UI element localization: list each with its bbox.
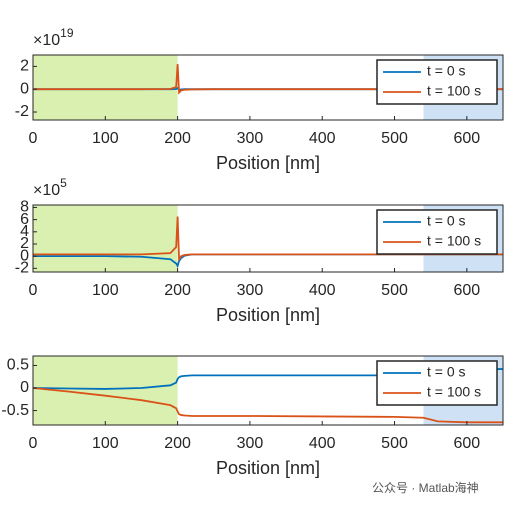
y-tick-label: -2 xyxy=(15,260,29,277)
axes-box xyxy=(32,204,504,273)
y-tick-label: 8 xyxy=(20,199,29,216)
y-exponent: ×1019 xyxy=(33,26,74,49)
y-exponent: ×105 xyxy=(33,176,67,199)
x-tick-label: 300 xyxy=(237,282,264,299)
y-tick-label: 0 xyxy=(20,379,29,396)
x-tick-label: 400 xyxy=(309,282,336,299)
x-tick-label: 600 xyxy=(453,130,480,147)
legend-label: t = 0 s xyxy=(427,63,466,79)
x-tick-label: 500 xyxy=(381,282,408,299)
x-tick-label: 0 xyxy=(29,282,38,299)
legend-label: t = 0 s xyxy=(427,213,466,229)
legend-box xyxy=(376,59,498,105)
x-tick-label: 500 xyxy=(381,435,408,452)
x-tick-label: 400 xyxy=(309,435,336,452)
exponent-base: ×10 xyxy=(33,182,60,199)
axes-box xyxy=(32,54,504,121)
y-tick-label: 2 xyxy=(20,58,29,75)
x-tick-label: 200 xyxy=(164,282,191,299)
region xyxy=(33,205,178,272)
region xyxy=(33,55,178,120)
x-tick-label: 100 xyxy=(92,435,119,452)
x-axis-label: Position [nm] xyxy=(216,458,320,478)
y-tick-label: 0.5 xyxy=(7,357,29,374)
exponent-power: 5 xyxy=(60,176,67,190)
x-tick-label: 600 xyxy=(453,282,480,299)
x-tick-label: 100 xyxy=(92,130,119,147)
x-tick-label: 600 xyxy=(453,435,480,452)
x-axis-label: Position [nm] xyxy=(216,305,320,325)
x-tick-label: 500 xyxy=(381,130,408,147)
legend-box xyxy=(376,360,498,406)
x-tick-label: 200 xyxy=(164,435,191,452)
x-tick-label: 0 xyxy=(29,130,38,147)
legend-box xyxy=(376,209,498,255)
x-tick-label: 0 xyxy=(29,435,38,452)
x-tick-label: 200 xyxy=(164,130,191,147)
x-tick-label: 100 xyxy=(92,282,119,299)
series-line xyxy=(33,387,503,424)
axes-box xyxy=(32,355,504,426)
exponent-base: ×10 xyxy=(33,32,60,49)
legend-label: t = 100 s xyxy=(427,233,481,249)
y-tick-label: 6 xyxy=(20,211,29,228)
x-tick-label: 400 xyxy=(309,130,336,147)
y-tick-label: 0 xyxy=(20,247,29,264)
exponent-power: 19 xyxy=(60,26,74,40)
x-axis-label: Position [nm] xyxy=(216,153,320,173)
y-tick-label: -2 xyxy=(15,103,29,120)
y-tick-label: -0.5 xyxy=(1,402,29,419)
legend-label: t = 100 s xyxy=(427,83,481,99)
watermark: 公众号 · Matlab海神 xyxy=(372,480,479,495)
x-tick-label: 300 xyxy=(237,435,264,452)
legend-label: t = 0 s xyxy=(427,364,466,380)
y-tick-label: 0 xyxy=(20,80,29,97)
y-tick-label: 4 xyxy=(20,223,29,240)
x-tick-label: 300 xyxy=(237,130,264,147)
y-tick-label: 2 xyxy=(20,235,29,252)
legend-label: t = 100 s xyxy=(427,384,481,400)
